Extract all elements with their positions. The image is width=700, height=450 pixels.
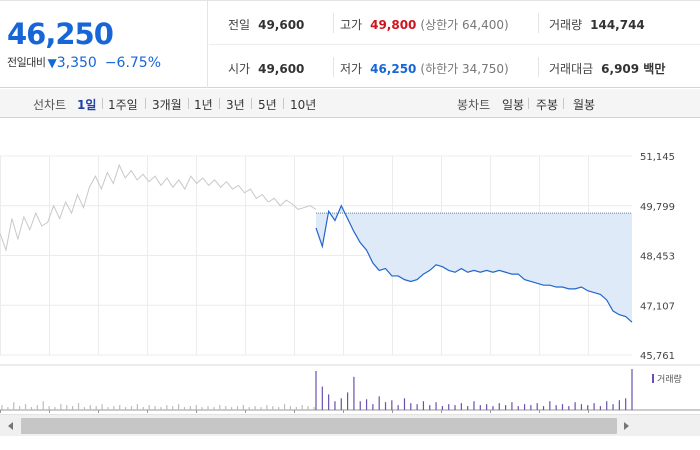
volume-legend-swatch [652, 374, 654, 383]
y-tick-label: 49,799 [640, 202, 675, 213]
prev-close-value: 49,600 [258, 18, 305, 32]
low-label: 저가 [340, 62, 363, 76]
change-value: 3,350 [56, 55, 97, 71]
chevron-left-icon [7, 422, 13, 430]
price-chart[interactable]: 51,145 49,799 48,453 47,107 45,761 거래량 [0, 118, 700, 450]
prev-day-series [0, 163, 317, 252]
column-divider [538, 13, 539, 33]
down-arrow-icon: ▼ [47, 56, 57, 70]
period-tab-3y[interactable]: 3년 [226, 98, 245, 112]
column-divider [333, 57, 334, 77]
upper-limit: (상한가 64,400) [420, 18, 509, 32]
y-tick-label: 51,145 [640, 152, 675, 163]
open-cell: 시가 49,600 [228, 60, 304, 77]
period-tab-3m[interactable]: 3개월 [152, 98, 182, 112]
change-label: 전일대비 [7, 56, 46, 69]
lower-limit: (하한가 34,750) [420, 62, 509, 76]
period-tab-5y[interactable]: 5년 [258, 98, 277, 112]
tab-divider [528, 98, 529, 109]
line-chart-label: 선차트 [33, 98, 67, 112]
volume-value: 144,744 [590, 18, 645, 32]
amount-value: 6,909 백만 [601, 62, 666, 76]
column-divider [333, 13, 334, 33]
prev-close-label: 전일 [228, 18, 251, 32]
y-axis-ticks: 51,145 49,799 48,453 47,107 45,761 [640, 152, 675, 362]
row-divider [209, 44, 700, 45]
volume-legend-label: 거래량 [657, 375, 682, 385]
y-tick-label: 48,453 [640, 252, 675, 263]
high-cell: 고가 49,800 (상한가 64,400) [340, 16, 509, 33]
amount-cell: 거래대금 6,909 백만 [549, 60, 665, 77]
scroll-right-button[interactable] [616, 415, 636, 437]
y-tick-label: 47,107 [640, 301, 675, 312]
volume-bars [1, 369, 633, 410]
prev-close-cell: 전일 49,600 [228, 16, 304, 33]
tab-divider [563, 98, 564, 109]
candle-tab-monthly[interactable]: 월봉 [573, 98, 596, 112]
candle-chart-label: 봉차트 [457, 98, 491, 112]
volume-cell: 거래량 144,744 [549, 16, 645, 33]
price-chart-svg[interactable]: 51,145 49,799 48,453 47,107 45,761 [0, 118, 700, 414]
candle-tab-daily[interactable]: 일봉 [502, 98, 525, 112]
scroll-thumb[interactable] [21, 418, 617, 434]
period-tab-1w[interactable]: 1주일 [108, 98, 138, 112]
open-label: 시가 [228, 62, 251, 76]
high-value: 49,800 [370, 18, 417, 32]
volume-label: 거래량 [549, 18, 583, 32]
current-price: 46,250 [7, 17, 114, 51]
price-block: 46,250 전일대비 ▼3,350 −6.75% [0, 1, 208, 88]
change-row: 전일대비 ▼3,350 −6.75% [7, 54, 161, 71]
low-cell: 저가 46,250 (하한가 34,750) [340, 60, 509, 77]
candle-tab-weekly[interactable]: 주봉 [536, 98, 559, 112]
change-percent: −6.75% [104, 55, 162, 71]
period-tab-10y[interactable]: 10년 [290, 98, 317, 112]
today-series [315, 204, 633, 323]
tab-divider [283, 98, 284, 109]
tab-divider [102, 98, 103, 109]
tab-divider [145, 98, 146, 109]
chart-scrollbar[interactable] [0, 414, 700, 436]
quote-panel: 46,250 전일대비 ▼3,350 −6.75% 전일 49,600 고가 49,80… [0, 0, 700, 88]
today-area-fill [316, 205, 632, 323]
tab-divider [219, 98, 220, 109]
amount-label: 거래대금 [549, 62, 594, 76]
chart-toolbar: 선차트 1일 1주일 3개월 1년 3년 5년 10년 봉차트 일봉 주봉 월봉 [0, 89, 700, 118]
chevron-right-icon [623, 422, 629, 430]
tab-divider [251, 98, 252, 109]
volume-axis [0, 364, 700, 413]
column-divider [538, 57, 539, 77]
tab-divider [188, 98, 189, 109]
period-tab-1y[interactable]: 1년 [194, 98, 213, 112]
period-tab-1d[interactable]: 1일 [77, 98, 97, 112]
open-value: 49,600 [258, 62, 305, 76]
scroll-left-button[interactable] [0, 415, 20, 437]
high-label: 고가 [340, 18, 363, 32]
low-value: 46,250 [370, 62, 417, 76]
y-tick-label: 45,761 [640, 351, 675, 362]
volume-legend: 거래량 [652, 372, 682, 385]
